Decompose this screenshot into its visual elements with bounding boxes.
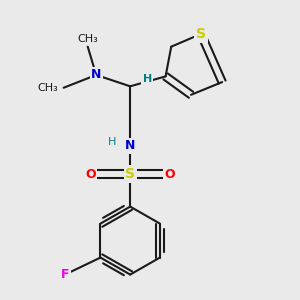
Text: N: N (91, 68, 101, 82)
Text: H: H (142, 74, 152, 84)
Text: H: H (108, 137, 116, 147)
Text: CH₃: CH₃ (37, 83, 58, 93)
Text: O: O (85, 168, 96, 181)
Text: N: N (125, 139, 135, 152)
Text: CH₃: CH₃ (77, 34, 98, 44)
Text: S: S (125, 167, 135, 181)
Text: O: O (164, 168, 175, 181)
Text: S: S (196, 27, 206, 41)
Text: F: F (61, 268, 69, 281)
